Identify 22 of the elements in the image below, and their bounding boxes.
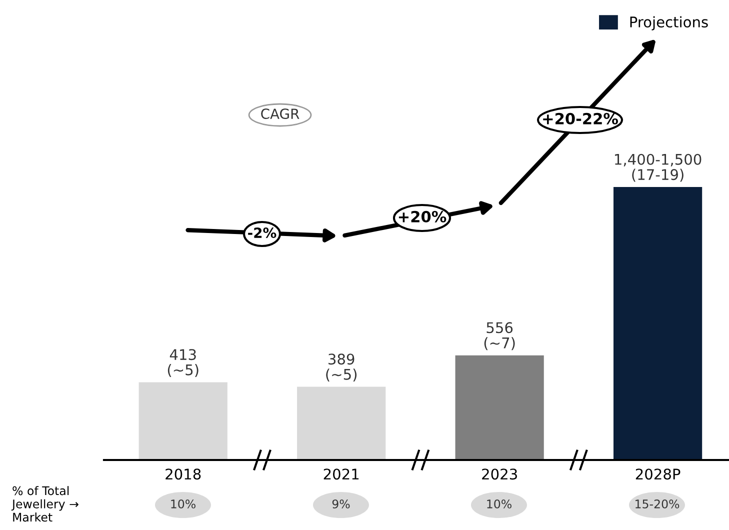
data-label: 413 (~5): [168, 349, 198, 378]
bar: [455, 355, 544, 460]
x-tick-label: 2021: [324, 468, 359, 480]
annotation: +20%: [398, 210, 446, 222]
bar: [297, 386, 386, 460]
legend-label: Projections: [630, 16, 708, 30]
text: 15-20%: [636, 499, 680, 508]
text: 10%: [171, 499, 196, 508]
data-label: 1,400-1,500 (17-19): [615, 154, 702, 182]
text: % of Total Jewellery → Market: [11, 486, 78, 522]
x-tick-label: 2023: [482, 468, 517, 480]
bar: [613, 187, 702, 460]
text: 10%: [487, 499, 512, 508]
text: +20-22%: [543, 112, 618, 124]
annotation: -2%: [248, 228, 276, 238]
bar: [138, 382, 228, 460]
text: 9%: [332, 499, 350, 508]
data-label: 556 (~7): [484, 322, 515, 350]
data-label: 389 (~5): [326, 354, 357, 382]
text: CAGR: [261, 108, 300, 120]
x-tick-label: 2028P: [636, 468, 680, 480]
x-tick-label: 2018: [166, 468, 201, 480]
